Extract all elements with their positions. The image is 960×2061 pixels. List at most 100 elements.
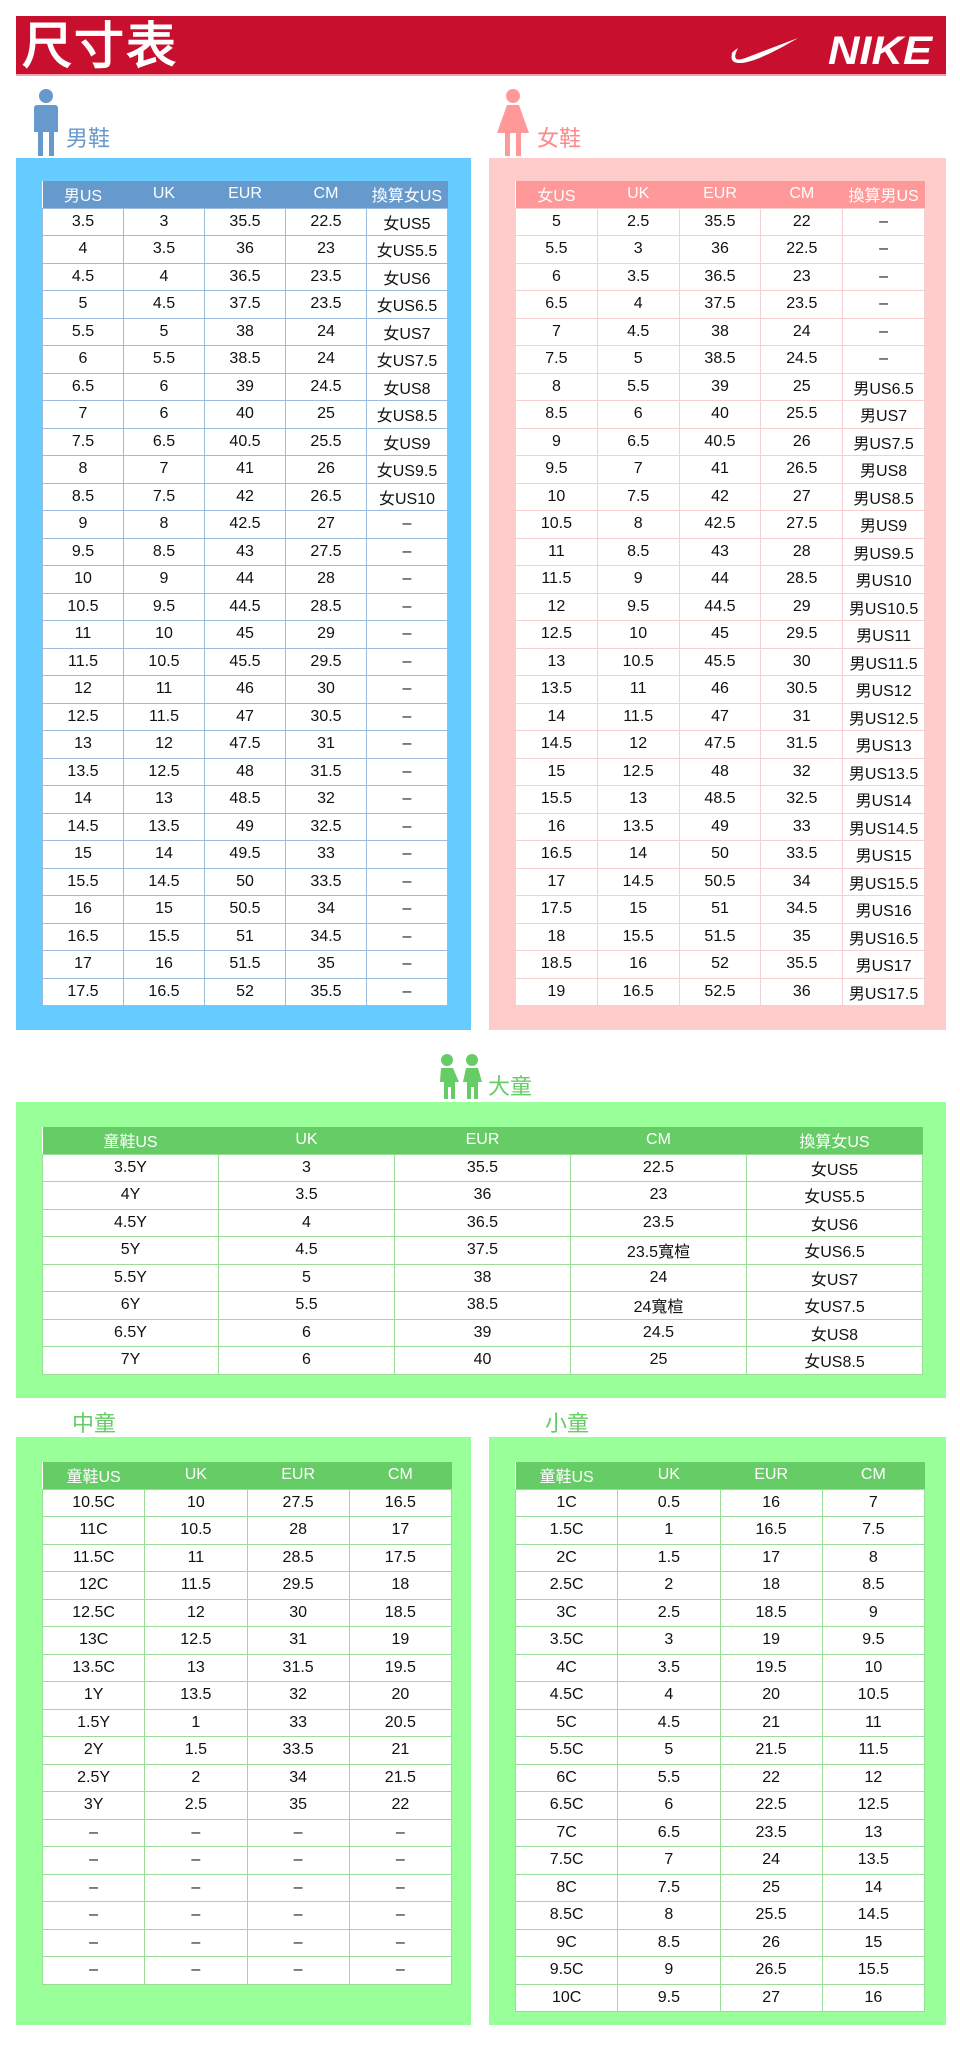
- table-cell: 11.5: [42, 647, 124, 676]
- table-cell: 5: [596, 345, 680, 374]
- table-row: 16.5 14 50 33.5 男US15: [515, 840, 925, 869]
- table-row: 9 6.5 40.5 26 男US7.5: [515, 427, 925, 456]
- table-cell: 34: [285, 895, 367, 924]
- table-cell: 男US10: [842, 565, 925, 594]
- table-cell: –: [246, 1846, 350, 1875]
- table-cell: 7Y: [42, 1346, 219, 1375]
- table-cell: –: [41, 1846, 146, 1875]
- table-cell: 38.5: [678, 345, 762, 374]
- table-cell: 37.5: [394, 1236, 571, 1265]
- table-cell: 5.5Y: [42, 1263, 219, 1292]
- table-cell: 11.5: [144, 1571, 248, 1600]
- table-cell: 43: [204, 537, 286, 566]
- table-cell: –: [246, 1818, 350, 1847]
- table-cell: 15: [821, 1928, 926, 1957]
- table-cell: 31.5: [285, 757, 367, 786]
- column-header: 童鞋US: [42, 1462, 145, 1489]
- table-cell: 8: [515, 372, 598, 401]
- table-row: 4.5C 4 20 10.5: [514, 1681, 926, 1710]
- table-cell: –: [41, 1818, 146, 1847]
- column-header: 換算女US: [746, 1127, 923, 1154]
- table-row: 8 5.5 39 25 男US6.5: [515, 372, 925, 401]
- small-kids-size-table: 童鞋US UK EUR CM 1C 0.5 16 7 1.5C 1 16.5 7.5 2C 1.5 17 8 2…: [514, 1462, 926, 2012]
- table-cell: 49.5: [204, 840, 286, 869]
- table-row: 16 13.5 49 33 男US14.5: [515, 812, 925, 841]
- woman-icon: [497, 89, 529, 156]
- nike-logo: NIKE: [731, 29, 933, 70]
- table-cell: –: [842, 345, 925, 374]
- table-cell: 48: [204, 757, 286, 786]
- table-cell: 10: [42, 565, 124, 594]
- table-cell: 10.5: [515, 510, 598, 539]
- table-cell: 23.5: [570, 1208, 747, 1237]
- table-cell: 49: [204, 812, 286, 841]
- table-cell: 男US16: [842, 895, 925, 924]
- table-cell: 35: [246, 1791, 350, 1820]
- table-cell: 6.5: [42, 372, 124, 401]
- table-cell: 38: [678, 317, 762, 346]
- table-cell: 17: [42, 950, 124, 979]
- table-cell: 6: [617, 1791, 721, 1820]
- table-cell: 17.5: [42, 977, 124, 1006]
- table-cell: 7.5: [596, 482, 680, 511]
- table-cell: 15: [515, 757, 598, 786]
- table-cell: –: [348, 1956, 453, 1985]
- table-cell: 13.5: [821, 1846, 926, 1875]
- table-cell: 4.5: [123, 290, 205, 319]
- table-cell: 25.5: [719, 1901, 823, 1930]
- table-cell: 19.5: [719, 1653, 823, 1682]
- table-cell: 15: [42, 840, 124, 869]
- table-cell: 16: [821, 1983, 926, 2012]
- table-cell: 5C: [514, 1708, 619, 1737]
- table-row: 2C 1.5 17 8: [514, 1543, 926, 1572]
- table-cell: 33: [760, 812, 844, 841]
- table-cell: 女US6: [746, 1208, 923, 1237]
- table-cell: 17.5: [515, 895, 598, 924]
- table-cell: 4.5: [218, 1236, 395, 1265]
- table-cell: 10.5: [123, 647, 205, 676]
- table-cell: 19: [348, 1626, 453, 1655]
- table-cell: 7.5: [617, 1873, 721, 1902]
- table-row: 3.5Y 3 35.5 22.5 女US5: [42, 1153, 923, 1182]
- table-cell: 27.5: [246, 1488, 350, 1517]
- table-cell: 6: [123, 400, 205, 429]
- table-cell: 24.5: [570, 1318, 747, 1347]
- table-cell: 14: [821, 1873, 926, 1902]
- table-row: 8.5 6 40 25.5 男US7: [515, 400, 925, 429]
- column-header: EUR: [679, 181, 761, 208]
- table-cell: 11.5: [515, 565, 598, 594]
- table-cell: 女US7.5: [366, 345, 448, 374]
- table-cell: –: [366, 757, 448, 786]
- table-cell: 36.5: [204, 262, 286, 291]
- column-header: 換算男US: [842, 181, 925, 208]
- column-header: EUR: [720, 1462, 823, 1489]
- table-cell: 5: [617, 1736, 721, 1765]
- table-cell: 51.5: [204, 950, 286, 979]
- svg-text:NIKE: NIKE: [828, 29, 933, 70]
- header-row: 男US UK EUR CM 換算女US: [42, 181, 448, 208]
- table-cell: 21.5: [719, 1736, 823, 1765]
- table-row: 14 11.5 47 31 男US12.5: [515, 702, 925, 731]
- children-icon: [440, 1054, 482, 1099]
- table-cell: 男US16.5: [842, 922, 925, 951]
- table-cell: –: [366, 510, 448, 539]
- table-cell: 22.5: [760, 235, 844, 264]
- table-cell: –: [246, 1873, 350, 1902]
- table-cell: 48.5: [204, 785, 286, 814]
- table-cell: 18.5: [515, 950, 598, 979]
- table-cell: –: [366, 812, 448, 841]
- table-cell: 1: [617, 1516, 721, 1545]
- table-cell: 23: [285, 235, 367, 264]
- table-cell: 35.5: [394, 1153, 571, 1182]
- table-cell: 10.5: [596, 647, 680, 676]
- table-cell: 4.5: [42, 262, 124, 291]
- table-row: 13.5 11 46 30.5 男US12: [515, 675, 925, 704]
- table-row: 8.5 7.5 42 26.5 女US10: [42, 482, 448, 511]
- table-cell: 女US9: [366, 427, 448, 456]
- page-title: 尺寸表: [22, 18, 178, 74]
- header-row: 童鞋US UK EUR CM 換算女US: [42, 1127, 923, 1154]
- table-row: 12 9.5 44.5 29 男US10.5: [515, 592, 925, 621]
- table-cell: 13: [596, 785, 680, 814]
- table-cell: 8: [821, 1543, 926, 1572]
- table-row: 12.5 10 45 29.5 男US11: [515, 620, 925, 649]
